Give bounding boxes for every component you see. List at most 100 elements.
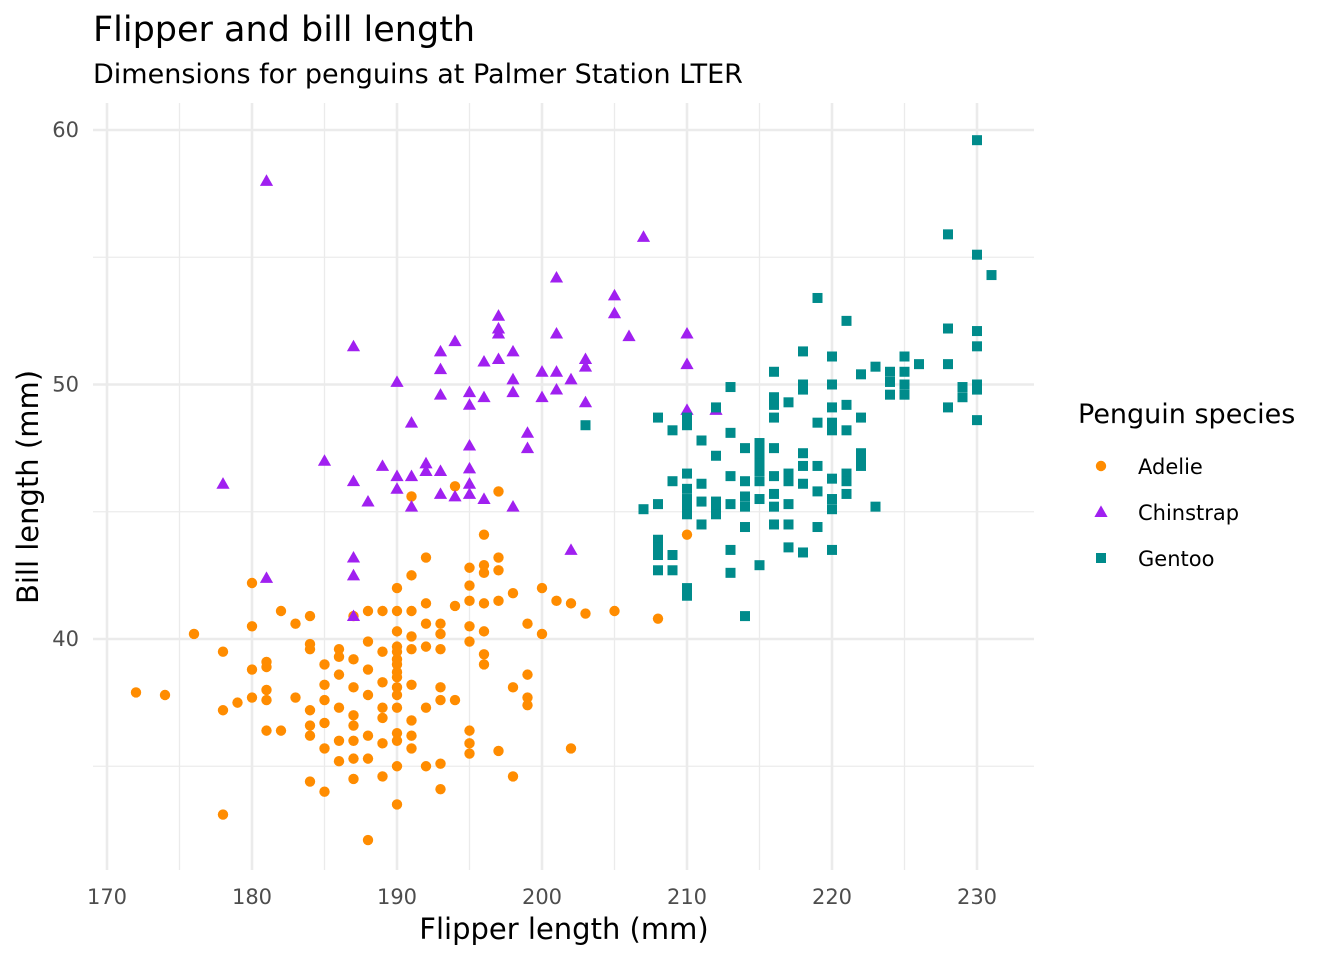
adelie-point	[522, 618, 533, 629]
gentoo-point	[696, 435, 707, 446]
gentoo-point	[711, 504, 721, 515]
adelie-point	[362, 689, 374, 701]
adelie-point	[406, 631, 417, 642]
adelie-point	[478, 626, 490, 637]
adelie-point	[333, 651, 345, 663]
gentoo-point	[740, 501, 750, 512]
chinstrap-point	[419, 456, 433, 469]
adelie-point	[406, 730, 417, 741]
gentoo-point	[769, 366, 779, 377]
gentoo-point	[711, 402, 721, 413]
adelie-point	[304, 705, 316, 716]
gentoo-point	[856, 412, 866, 423]
adelie-point	[391, 626, 403, 637]
adelie-point	[333, 669, 345, 680]
adelie-point	[362, 664, 374, 675]
gentoo-point	[943, 359, 953, 370]
adelie-point	[435, 758, 446, 769]
gentoo-point	[769, 399, 779, 410]
legend-key-circle	[1095, 460, 1107, 472]
gentoo-point	[754, 476, 765, 487]
chinstrap-point	[462, 398, 477, 410]
y-tick-label: 60	[52, 118, 79, 142]
gentoo-point	[827, 494, 837, 505]
adelie-point	[478, 567, 490, 579]
gentoo-point	[769, 443, 779, 454]
gentoo-point	[798, 384, 808, 395]
y-tick-label: 40	[52, 627, 79, 651]
gentoo-point	[653, 550, 663, 561]
gentoo-point	[885, 366, 895, 377]
adelie-point	[362, 753, 374, 764]
gentoo-point	[667, 476, 678, 487]
legend-key-square	[1096, 553, 1106, 563]
chinstrap-point	[433, 344, 448, 357]
chinstrap-point	[535, 365, 549, 377]
adelie-point	[217, 809, 229, 820]
chinstrap-point	[462, 477, 477, 489]
adelie-point	[522, 669, 533, 680]
gentoo-point	[682, 483, 692, 494]
chinstrap-point	[433, 362, 448, 375]
adelie-point	[348, 753, 359, 764]
gentoo-point	[972, 415, 982, 426]
chinstrap-point	[448, 489, 462, 502]
adelie-point	[290, 692, 301, 703]
gentoo-point	[696, 496, 707, 507]
gentoo-point	[638, 504, 649, 515]
chinstrap-point	[578, 360, 593, 372]
gentoo-point	[812, 486, 823, 497]
adelie-point	[464, 595, 475, 607]
chinstrap-point	[317, 454, 332, 466]
adelie-point	[377, 738, 388, 749]
adelie-point	[275, 605, 287, 617]
adelie-point	[333, 643, 345, 655]
gentoo-point	[682, 412, 692, 423]
adelie-point	[435, 783, 446, 795]
adelie-point	[319, 659, 330, 670]
gentoo-point	[696, 478, 707, 489]
chinstrap-point	[506, 385, 520, 398]
gentoo-point	[798, 379, 808, 390]
gentoo-point	[725, 471, 736, 482]
adelie-point	[420, 598, 432, 609]
chinstrap-point	[564, 543, 578, 555]
adelie-point	[478, 649, 490, 660]
chinstrap-point	[520, 426, 535, 438]
adelie-point	[507, 771, 519, 782]
adelie-point	[362, 605, 374, 617]
y-tick-label: 50	[52, 373, 79, 397]
adelie-point	[464, 725, 475, 736]
chinstrap-point	[549, 365, 564, 377]
gentoo-point	[740, 522, 750, 533]
gentoo-point	[769, 519, 779, 530]
gentoo-point	[783, 542, 794, 553]
adelie-point	[493, 565, 504, 576]
adelie-point	[681, 529, 693, 540]
chinstrap-point	[433, 464, 448, 476]
adelie-point	[319, 717, 330, 729]
gentoo-point	[841, 425, 852, 436]
chinstrap-point	[578, 395, 593, 408]
gentoo-point	[798, 478, 808, 489]
x-tick-label: 230	[957, 885, 997, 909]
adelie-point	[246, 692, 258, 703]
chinstrap-point	[404, 416, 419, 428]
adelie-point	[420, 641, 432, 652]
gentoo-point	[943, 323, 953, 334]
chinstrap-point	[216, 477, 230, 489]
gentoo-point	[682, 509, 692, 520]
adelie-point	[449, 600, 461, 612]
gentoo-point	[754, 466, 765, 477]
adelie-point	[565, 743, 577, 754]
chinstrap-point	[346, 609, 361, 622]
adelie-point	[391, 582, 403, 594]
chinstrap-point	[549, 382, 564, 395]
chinstrap-point	[520, 441, 535, 454]
series-chinstrap	[216, 174, 723, 622]
adelie-point	[348, 654, 359, 665]
adelie-point	[652, 613, 664, 624]
adelie-point	[290, 618, 301, 629]
chinstrap-point	[346, 339, 361, 352]
gentoo-point	[827, 504, 837, 515]
